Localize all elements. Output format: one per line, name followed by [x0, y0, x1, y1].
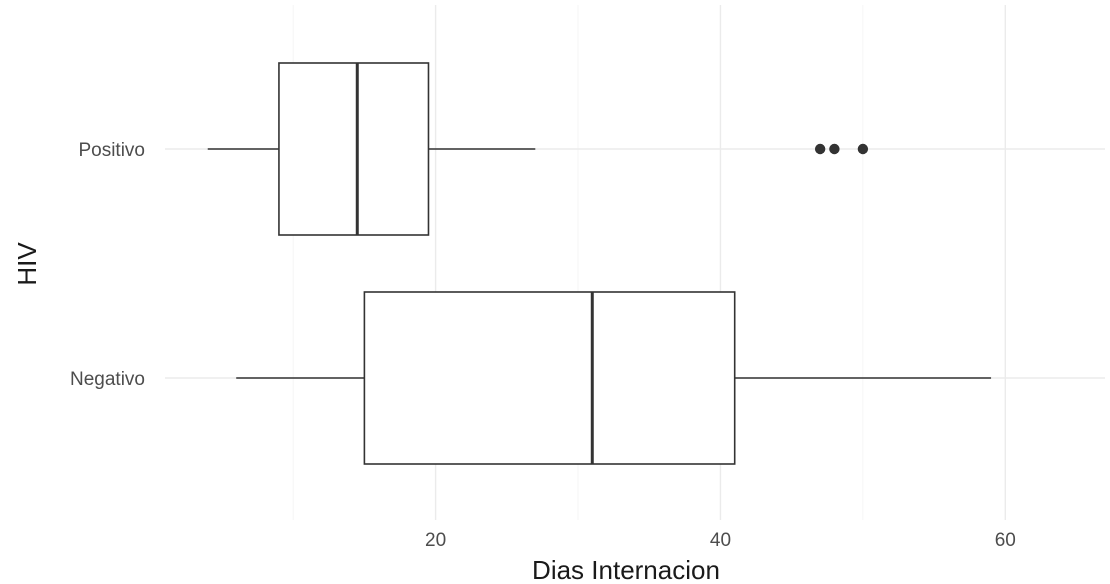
box-iqr: [278, 62, 430, 236]
x-tick-labels: 20 40 60: [425, 530, 1016, 551]
box-iqr: [363, 291, 736, 465]
y-tick-labels: Negativo Positivo: [70, 140, 145, 390]
y-tick-label: Negativo: [70, 369, 145, 390]
x-tick-label: 40: [710, 530, 731, 551]
x-axis-title: Dias Internacion: [532, 555, 720, 584]
outlier-point: [829, 143, 840, 155]
boxes: [207, 62, 992, 465]
y-axis-title: HIV: [12, 242, 42, 286]
box-negativo: [236, 291, 992, 465]
x-tick-label: 60: [995, 530, 1016, 551]
x-tick-label: 20: [425, 530, 446, 551]
outlier-point: [857, 143, 869, 155]
outlier-point: [814, 143, 826, 155]
box-positivo: [207, 62, 869, 236]
y-tick-label: Positivo: [78, 140, 145, 161]
